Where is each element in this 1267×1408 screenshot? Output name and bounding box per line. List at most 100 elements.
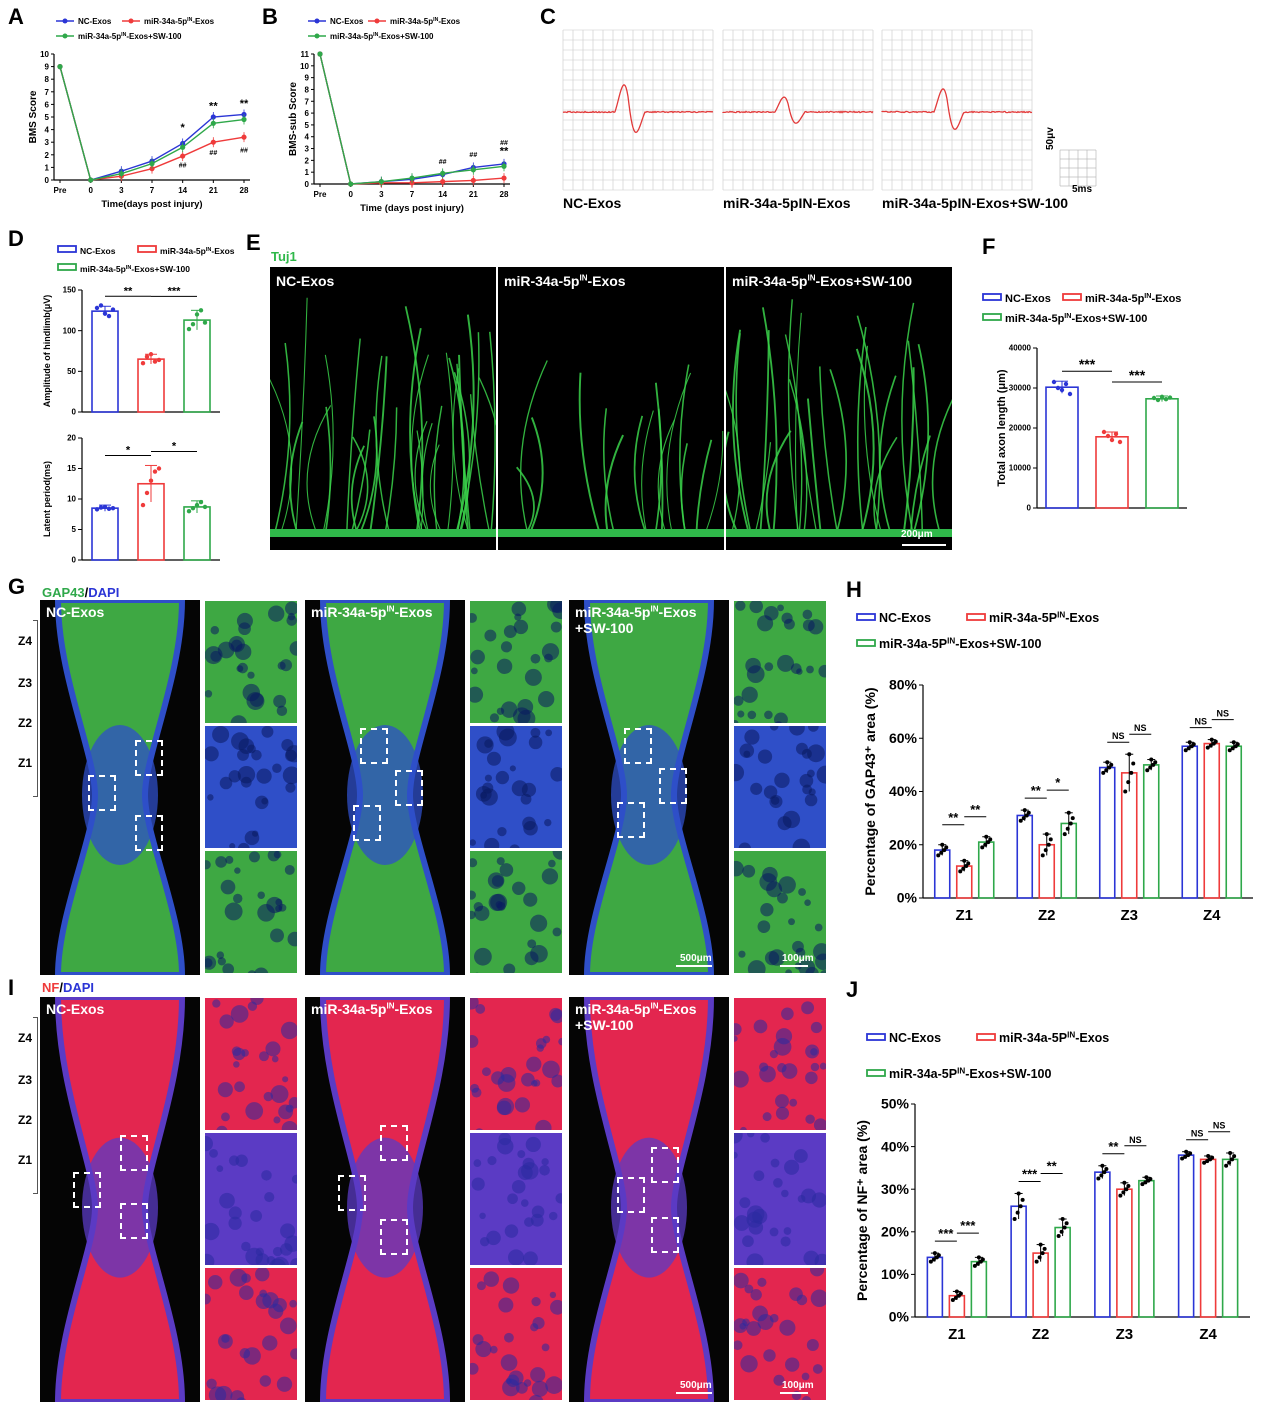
data-point — [471, 167, 476, 172]
texture-spot — [251, 750, 261, 760]
texture-spot — [533, 1079, 540, 1086]
legend-swatch — [983, 294, 1001, 300]
texture-spot — [500, 863, 514, 877]
texture-spot — [205, 1136, 213, 1151]
data-point — [1100, 1164, 1104, 1168]
zoom-region-box — [353, 805, 381, 841]
data-point — [936, 853, 940, 857]
texture-spot — [514, 620, 528, 634]
texture-spot — [523, 893, 537, 907]
texture-spot — [549, 1212, 557, 1220]
texture-spot — [789, 1099, 797, 1107]
texture-spot — [527, 939, 536, 948]
texture-spot — [219, 1193, 235, 1209]
texture-spot — [522, 817, 536, 831]
bar — [1117, 1189, 1132, 1317]
texture-spot — [734, 1023, 742, 1035]
texture-spot — [548, 860, 556, 868]
data-point — [1043, 1247, 1047, 1251]
scale-label-100um: 100μm — [782, 953, 814, 964]
texture-spot — [740, 1127, 747, 1130]
texture-spot — [285, 783, 295, 793]
bar — [1223, 1159, 1238, 1317]
texture-spot — [273, 1116, 280, 1123]
data-point — [1118, 1194, 1122, 1198]
neurite — [726, 432, 739, 535]
zoom-region-box — [659, 768, 687, 804]
y-tick-label: 20 — [67, 434, 76, 443]
data-point — [180, 145, 185, 150]
texture-spot — [798, 888, 806, 896]
bar — [1179, 1155, 1194, 1317]
legend-marker — [63, 34, 68, 39]
data-point — [1149, 758, 1153, 762]
y-tick-label: 20% — [889, 836, 918, 852]
texture-spot — [532, 1381, 548, 1397]
sig-mark: NS — [1129, 1135, 1142, 1145]
texture-spot — [470, 890, 476, 899]
cord-drawing — [569, 997, 729, 1402]
neurite-drawing — [270, 267, 496, 550]
texture-spot — [205, 1254, 214, 1265]
data-point — [1152, 396, 1156, 400]
data-point — [203, 320, 207, 324]
y-tick-label: 4 — [305, 133, 310, 142]
data-point — [180, 153, 185, 158]
data-point — [1214, 740, 1218, 744]
cord-image-label: miR-34a-5pIN-Exos — [575, 604, 697, 620]
texture-spot — [740, 1355, 757, 1372]
legend-label: miR-34a-5pIN-Exos — [160, 246, 235, 256]
data-point — [955, 1289, 959, 1293]
emg-grid-1 — [563, 30, 713, 190]
bar — [1201, 1159, 1216, 1317]
cord-image-label-2: +SW-100 — [575, 620, 633, 636]
data-point — [1013, 1217, 1017, 1221]
texture-spot — [794, 1149, 808, 1163]
data-point — [984, 835, 988, 839]
texture-spot — [783, 811, 800, 828]
texture-spot — [813, 943, 826, 960]
texture-spot — [505, 1224, 518, 1237]
scale-label-500um: 500μm — [680, 953, 712, 964]
legend-label: NC-Exos — [78, 17, 112, 26]
y-tick-label: 9 — [305, 74, 310, 83]
data-point — [1064, 382, 1068, 386]
texture-spot — [784, 1227, 792, 1235]
x-tick-label: 3 — [119, 186, 124, 195]
data-point — [111, 307, 115, 311]
y-tick-label: 5 — [45, 113, 50, 122]
cord-image-2: miR-34a-5pIN-Exos — [305, 600, 465, 975]
data-point — [317, 51, 322, 56]
texture-spot — [218, 957, 226, 965]
cord-image-label: miR-34a-5pIN-Exos — [575, 1001, 697, 1017]
texture-spot — [230, 1390, 244, 1400]
cord-drawing — [569, 600, 729, 975]
data-point — [1110, 438, 1114, 442]
zone-bracket-line — [33, 620, 38, 797]
y-tick-label: 8 — [305, 85, 310, 94]
texture-spot — [807, 770, 815, 778]
texture-spot — [221, 1112, 230, 1121]
texture-spot — [530, 1323, 538, 1331]
y-axis-label: Latent period(ms) — [42, 461, 52, 537]
texture-spot — [807, 1339, 819, 1351]
y-tick-label: 10 — [40, 50, 49, 59]
y-tick-label: 3 — [305, 145, 310, 154]
zoom-texture — [734, 998, 826, 1130]
texture-spot — [512, 780, 528, 796]
texture-spot — [774, 773, 789, 788]
texture-spot — [775, 1094, 789, 1108]
texture-spot — [766, 881, 782, 897]
texture-spot — [742, 687, 758, 703]
texture-spot — [804, 899, 811, 906]
data-point — [1049, 837, 1053, 841]
texture-spot — [229, 843, 235, 848]
texture-spot — [802, 1396, 811, 1400]
sig-mark: NS — [1191, 1129, 1204, 1139]
data-point — [149, 352, 153, 356]
neurite — [830, 369, 846, 535]
sig-mark: NS — [1194, 717, 1207, 727]
zoom-region-box — [120, 1203, 148, 1239]
texture-spot — [521, 1199, 529, 1207]
texture-spot — [734, 720, 739, 723]
